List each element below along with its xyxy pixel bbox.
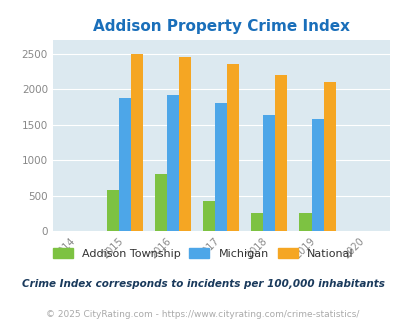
Bar: [275, 75, 287, 231]
Text: Crime Index corresponds to incidents per 100,000 inhabitants: Crime Index corresponds to incidents per…: [21, 279, 384, 289]
Bar: [107, 190, 119, 231]
Bar: [179, 57, 191, 231]
Bar: [131, 54, 143, 231]
Legend: Addison Township, Michigan, National: Addison Township, Michigan, National: [53, 248, 352, 259]
Bar: [227, 64, 239, 231]
Bar: [215, 103, 227, 231]
Bar: [323, 82, 335, 231]
Bar: [203, 201, 215, 231]
Bar: [263, 115, 275, 231]
Text: © 2025 CityRating.com - https://www.cityrating.com/crime-statistics/: © 2025 CityRating.com - https://www.city…: [46, 310, 359, 319]
Bar: [119, 98, 131, 231]
Title: Addison Property Crime Index: Addison Property Crime Index: [92, 19, 349, 34]
Bar: [311, 119, 323, 231]
Bar: [251, 213, 263, 231]
Bar: [299, 213, 311, 231]
Bar: [155, 174, 167, 231]
Bar: [167, 95, 179, 231]
